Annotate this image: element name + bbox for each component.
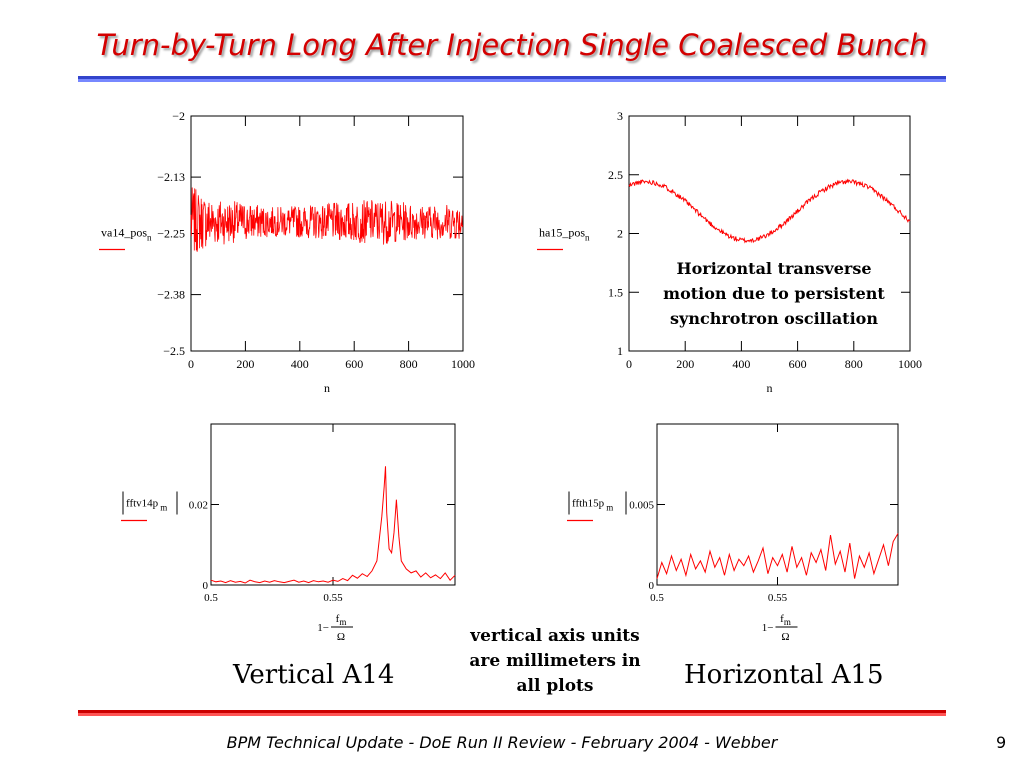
va14-ytick-label: −2.25 <box>157 227 185 241</box>
units-note-line-1: vertical axis units <box>470 626 640 646</box>
fftv14p-xlabel-num: fm <box>336 613 347 627</box>
ha15-xlabel: n <box>767 381 773 395</box>
va14-ytick-label: −2.5 <box>163 344 185 358</box>
ha15-ylabel-name: ha15_pos <box>539 226 585 240</box>
ha15-ytick-label: 1 <box>617 344 623 358</box>
va14-xtick-label: 200 <box>236 357 254 371</box>
ha15-xtick-label: 1000 <box>898 357 922 371</box>
title-divider <box>78 76 946 82</box>
ffth15p-xtick-label: 0.55 <box>768 592 788 604</box>
ffth15p-xlabel-f: f <box>780 613 784 625</box>
fftv14p-plot-frame <box>210 423 456 586</box>
label-horizontal-a15: Horizontal A15 <box>684 660 884 690</box>
fftv14p-xlabel-prefix: 1− <box>317 622 329 634</box>
ha15-xtick-label: 400 <box>732 357 750 371</box>
ha15-ylabel-sub: n <box>585 233 590 243</box>
fftv14p-ytick-label: 0.02 <box>189 500 208 512</box>
units-note-line-3: all plots <box>516 676 594 696</box>
va14-xtick-label: 1000 <box>451 357 475 371</box>
ha15-xtick-label: 800 <box>845 357 863 371</box>
annotation-line-1: Horizontal transverse <box>676 259 872 278</box>
fftv14p-xlabel-sub: m <box>339 617 346 627</box>
va14-ylabel-sub: n <box>147 233 152 243</box>
footer-text: BPM Technical Update - DoE Run II Review… <box>226 733 778 752</box>
fftv14p-xlabel-f: f <box>336 613 340 625</box>
fftv14p-xtick-label: 0.5 <box>204 592 218 604</box>
ffth15p-ytick-label: 0.005 <box>629 500 654 512</box>
ffth15p-ytick-label: 0 <box>649 580 655 592</box>
va14-ylabel: va14_posn <box>101 226 152 243</box>
ffth15p-ylabel-sub: m <box>606 503 613 513</box>
va14-ytick-label: −2 <box>172 109 185 123</box>
ha15-ytick-label: 1.5 <box>608 285 623 299</box>
chart-va14: −2.5 −2.38 −2.25 −2.13 −2 0 200 400 600 800 1000 va… <box>99 109 475 395</box>
va14-xtick-label: 800 <box>400 357 418 371</box>
footer-divider <box>78 710 946 716</box>
fftv14p-ylabel-name: fftv14p <box>126 498 159 510</box>
ha15-ytick-label: 2 <box>617 227 623 241</box>
ffth15p-xlabel-prefix: 1− <box>762 622 774 634</box>
ha15-ylabel: ha15_posn <box>539 226 590 243</box>
va14-xtick-label: 0 <box>188 357 194 371</box>
annotation-line-3: synchrotron oscillation <box>670 309 878 328</box>
label-vertical-a14: Vertical A14 <box>233 660 395 690</box>
units-note: vertical axis units are millimeters in a… <box>452 624 658 699</box>
fftv14p-xtick-label: 0.55 <box>323 592 343 604</box>
va14-ytick-label: −2.38 <box>157 288 185 302</box>
ffth15p-ylabel: ffth15p m <box>572 498 613 513</box>
ha15-xtick-label: 600 <box>789 357 807 371</box>
fftv14p-series-line <box>210 466 456 584</box>
annotation-line-2: motion due to persistent <box>663 284 885 303</box>
ffth15p-series-line <box>656 533 899 579</box>
va14-xtick-label: 600 <box>345 357 363 371</box>
ha15-ytick-label: 2.5 <box>608 168 623 182</box>
ha15-ytick-label: 3 <box>617 109 623 123</box>
ffth15p-xtick-label: 0.5 <box>650 592 664 604</box>
annotation-horizontal-motion: Horizontal transverse motion due to pers… <box>647 256 901 331</box>
fftv14p-xlabel-den: Ω <box>337 631 345 643</box>
va14-ylabel-name: va14_pos <box>101 226 147 240</box>
ffth15p-xlabel-den: Ω <box>781 631 789 643</box>
ffth15p-ylabel-name: ffth15p <box>572 498 605 510</box>
fftv14p-ytick-label: 0 <box>203 580 209 592</box>
ha15-xtick-label: 200 <box>676 357 694 371</box>
va14-xlabel: n <box>324 381 330 395</box>
fftv14p-ylabel: fftv14p m <box>126 498 167 513</box>
va14-xtick-label: 400 <box>291 357 309 371</box>
ffth15p-xlabel-sub: m <box>784 617 791 627</box>
va14-ytick-label: −2.13 <box>157 170 185 184</box>
ha15-xtick-label: 0 <box>626 357 632 371</box>
fftv14p-ylabel-sub: m <box>160 503 167 513</box>
ffth15p-xlabel-num: fm <box>780 613 791 627</box>
va14-series-line <box>190 187 464 252</box>
page-number: 9 <box>996 733 1007 752</box>
units-note-line-2: are millimeters in <box>469 651 641 671</box>
slide-title: Turn-by-Turn Long After Injection Single… <box>96 28 928 62</box>
ha15-series-line <box>628 178 911 244</box>
